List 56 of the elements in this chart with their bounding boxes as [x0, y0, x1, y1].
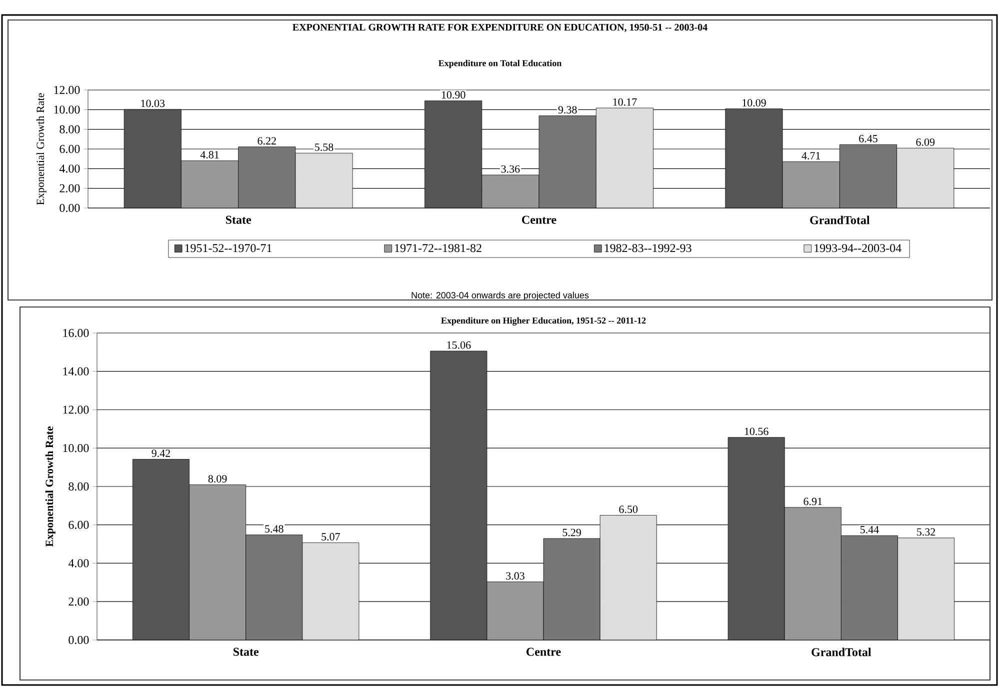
data-label: 5.58 — [315, 143, 334, 151]
x-tick-label: GrandTotal — [812, 648, 872, 656]
chart-title: Expenditure on Higher Education, 1951-52 -- 2011-12 — [441, 317, 646, 326]
y-tick-label: 0.00 — [60, 204, 80, 212]
y-tick-label: 12.00 — [54, 86, 80, 94]
data-label: 6.22 — [258, 137, 276, 145]
data-label: 5.32 — [917, 528, 936, 536]
x-tick-label: Centre — [522, 216, 556, 224]
data-label: 10.09 — [742, 99, 766, 107]
data-label: 6.45 — [859, 134, 878, 142]
y-tick-label: 4.00 — [68, 559, 89, 568]
data-label: 5.44 — [860, 526, 879, 534]
y-axis-title: Exponential Growth Rate — [45, 426, 56, 547]
text: Note: 2003-04 onwards are projected values — [412, 292, 589, 300]
legend-label: 1951-52--1970-71 — [185, 244, 272, 252]
legend-label: 1982-83--1992-93 — [604, 244, 692, 252]
y-tick-label: 10.00 — [54, 106, 80, 114]
y-tick-label: 2.00 — [60, 184, 80, 192]
y-tick-label: 4.00 — [59, 164, 80, 173]
data-label: 5.29 — [562, 528, 581, 536]
data-label: 6.09 — [916, 138, 935, 146]
y-tick-label: 0.00 — [68, 636, 89, 644]
y-tick-label: 2.00 — [68, 598, 89, 606]
data-label: 4.81 — [200, 151, 219, 158]
data-label: 10.03 — [141, 100, 165, 108]
x-tick-label: Centre — [526, 648, 561, 656]
y-tick-label: 6.00 — [60, 144, 80, 154]
y-tick-label: 10.00 — [63, 444, 89, 452]
y-tick-label: 8.00 — [60, 125, 80, 134]
data-label: 10.56 — [744, 428, 768, 436]
y-axis-title: Exponential Growth Rate — [36, 93, 46, 205]
y-tick-label: 16.00 — [63, 328, 89, 338]
y-tick-label: 14.00 — [63, 367, 89, 376]
data-label: 15.06 — [447, 341, 471, 349]
data-label: 10.90 — [442, 91, 466, 99]
data-label: 5.48 — [265, 525, 284, 533]
y-tick-label: 6.00 — [68, 520, 89, 529]
legend-label: 1993-94--2003-04 — [814, 244, 902, 252]
y-tick-label: 8.00 — [68, 482, 89, 491]
data-label: 6.50 — [619, 506, 638, 514]
chart-subtitle: Expenditure on Total Education — [438, 60, 562, 68]
data-label: 5.07 — [322, 533, 340, 541]
data-label: 3.36 — [501, 165, 520, 173]
legend-label: 1971-72--1981-82 — [395, 244, 482, 252]
x-tick-label: State — [226, 216, 252, 224]
chart-title: EXPONENTIAL GROWTH RATE FOR EXPENDITURE ON EDUCATION, 1950-51 -- 2003-04 — [292, 24, 708, 32]
x-tick-label: GrandTotal — [810, 216, 870, 224]
data-label: 9.42 — [152, 450, 170, 458]
x-tick-label: State — [233, 648, 259, 656]
data-label: 10.17 — [613, 98, 637, 106]
data-label: 9.38 — [558, 106, 577, 114]
data-label: 3.03 — [506, 572, 524, 580]
data-label: 8.09 — [208, 475, 227, 483]
data-label: 4.71 — [802, 152, 820, 160]
y-tick-label: 12.00 — [63, 406, 89, 414]
data-label: 6.91 — [804, 498, 822, 506]
